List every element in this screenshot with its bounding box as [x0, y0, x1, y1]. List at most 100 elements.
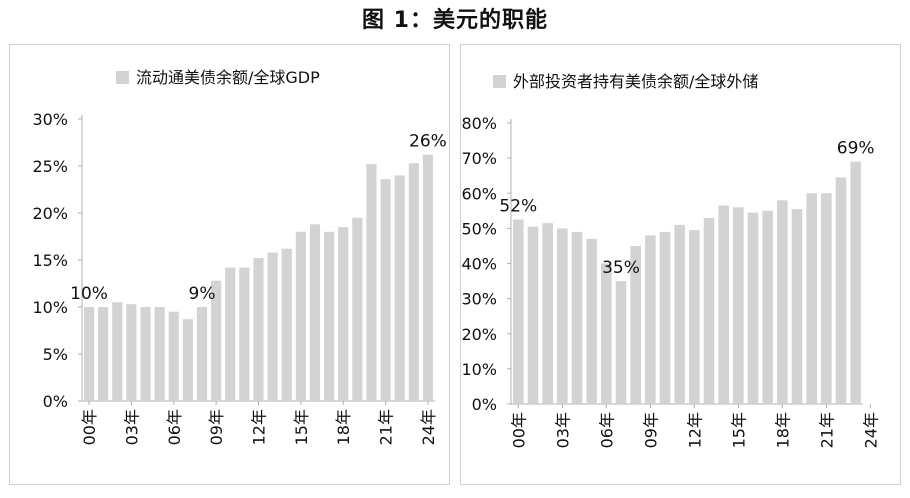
- y-tick-label: 10%: [32, 298, 68, 317]
- data-label: 26%: [409, 132, 447, 152]
- legend-label: 流动通美债余额/全球GDP: [136, 68, 320, 87]
- legend-label: 外部投资者持有美债余额/全球外储: [513, 72, 758, 91]
- y-tick-label: 15%: [32, 251, 68, 270]
- bar: [281, 248, 292, 401]
- bar: [777, 200, 788, 404]
- data-label: 52%: [499, 197, 537, 217]
- bar: [422, 154, 434, 401]
- x-tick-label: 15年: [292, 409, 311, 445]
- y-tick-label: 70%: [461, 149, 497, 168]
- bar: [324, 231, 335, 401]
- x-tick-label: 09年: [641, 412, 660, 448]
- bars: [513, 161, 861, 404]
- legend-swatch: [493, 75, 506, 88]
- bar: [835, 177, 847, 404]
- bar: [112, 302, 123, 401]
- x-tick-label: 21年: [377, 409, 396, 445]
- bar: [615, 281, 627, 404]
- legend-swatch: [116, 71, 129, 84]
- y-tick-label: 20%: [32, 204, 68, 223]
- bar: [366, 164, 377, 401]
- y-tick-label: 10%: [461, 360, 497, 379]
- data-label: 69%: [837, 139, 875, 159]
- data-label: 35%: [602, 258, 640, 278]
- y-tick-label: 80%: [461, 114, 497, 133]
- x-tick-label: 06年: [165, 409, 184, 445]
- x-tick-label: 12年: [685, 412, 704, 448]
- bar: [806, 193, 817, 404]
- bar: [542, 223, 553, 404]
- data-label: 9%: [189, 284, 216, 304]
- bar: [630, 245, 641, 404]
- bar: [733, 207, 744, 404]
- legend: 外部投资者持有美债余额/全球外储: [493, 72, 758, 91]
- chart-panel-left: 流动通美债余额/全球GDP 0% 5% 10% 15% 20% 25% 30% 00年 03年 06…: [9, 44, 450, 485]
- bar: [601, 263, 612, 404]
- y-tick-label: 30%: [461, 290, 497, 309]
- bar: [154, 307, 165, 401]
- x-tick-label: 24年: [861, 412, 880, 448]
- bar: [126, 304, 137, 401]
- bar: [309, 224, 321, 401]
- bar: [182, 319, 193, 401]
- y-tick-label: 40%: [461, 255, 497, 274]
- bar: [718, 205, 729, 404]
- bar: [850, 161, 861, 404]
- y-tick-label: 60%: [461, 184, 497, 203]
- bar: [645, 235, 656, 404]
- y-tick-label: 50%: [461, 219, 497, 238]
- x-tick-label: 24年: [419, 409, 438, 445]
- x-tick-label: 00年: [509, 412, 528, 448]
- bar: [747, 212, 759, 404]
- x-tick-label: 21年: [817, 412, 836, 448]
- bar: [674, 224, 685, 404]
- data-label: 10%: [70, 284, 108, 304]
- bar: [527, 226, 539, 404]
- bar: [703, 217, 715, 404]
- y-tick-label: 5%: [43, 345, 68, 364]
- bar: [380, 179, 391, 401]
- bars: [83, 154, 434, 401]
- bar: [83, 307, 95, 401]
- bar: [211, 280, 222, 401]
- bar: [225, 267, 236, 401]
- bar: [168, 311, 179, 401]
- y-tick-label: 20%: [461, 325, 497, 344]
- bar: [196, 307, 208, 401]
- chart-panel-right: 外部投资者持有美债余额/全球外储 0% 10% 20% 30% 40% 50% 60% 70% 8…: [460, 44, 901, 485]
- x-tick-label: 00年: [80, 409, 99, 445]
- bar: [791, 209, 803, 404]
- legend: 流动通美债余额/全球GDP: [116, 68, 320, 87]
- bar: [689, 230, 700, 404]
- bar: [295, 231, 306, 401]
- x-tick-label: 09年: [207, 409, 226, 445]
- y-tick-label: 25%: [32, 157, 68, 176]
- x-tick-label: 03年: [122, 409, 141, 445]
- y-tick-label: 0%: [472, 395, 497, 414]
- bar: [140, 307, 151, 401]
- x-tick-label: 06年: [597, 412, 616, 448]
- x-tick-label: 18年: [334, 409, 353, 445]
- bar: [571, 231, 583, 404]
- figure-title: 图 1：美元的职能: [362, 8, 548, 33]
- bar: [408, 163, 419, 401]
- bar: [513, 219, 524, 404]
- bar: [352, 217, 363, 401]
- bar: [821, 193, 832, 404]
- bar: [557, 228, 568, 404]
- bar: [338, 227, 349, 401]
- bar: [239, 267, 250, 401]
- bar: [762, 210, 773, 404]
- y-tick-label: 0%: [43, 392, 68, 411]
- chart-right: 外部投资者持有美债余额/全球外储 0% 10% 20% 30% 40% 50% 60% 70% 8…: [461, 72, 880, 448]
- bar: [659, 231, 671, 404]
- x-tick-label: 18年: [773, 412, 792, 448]
- bar: [267, 252, 278, 401]
- x-tick-label: 03年: [553, 412, 572, 448]
- x-tick-label: 15年: [729, 412, 748, 448]
- bar: [253, 258, 264, 401]
- y-tick-label: 30%: [32, 110, 68, 129]
- bar: [98, 307, 109, 401]
- x-tick-label: 12年: [250, 409, 269, 445]
